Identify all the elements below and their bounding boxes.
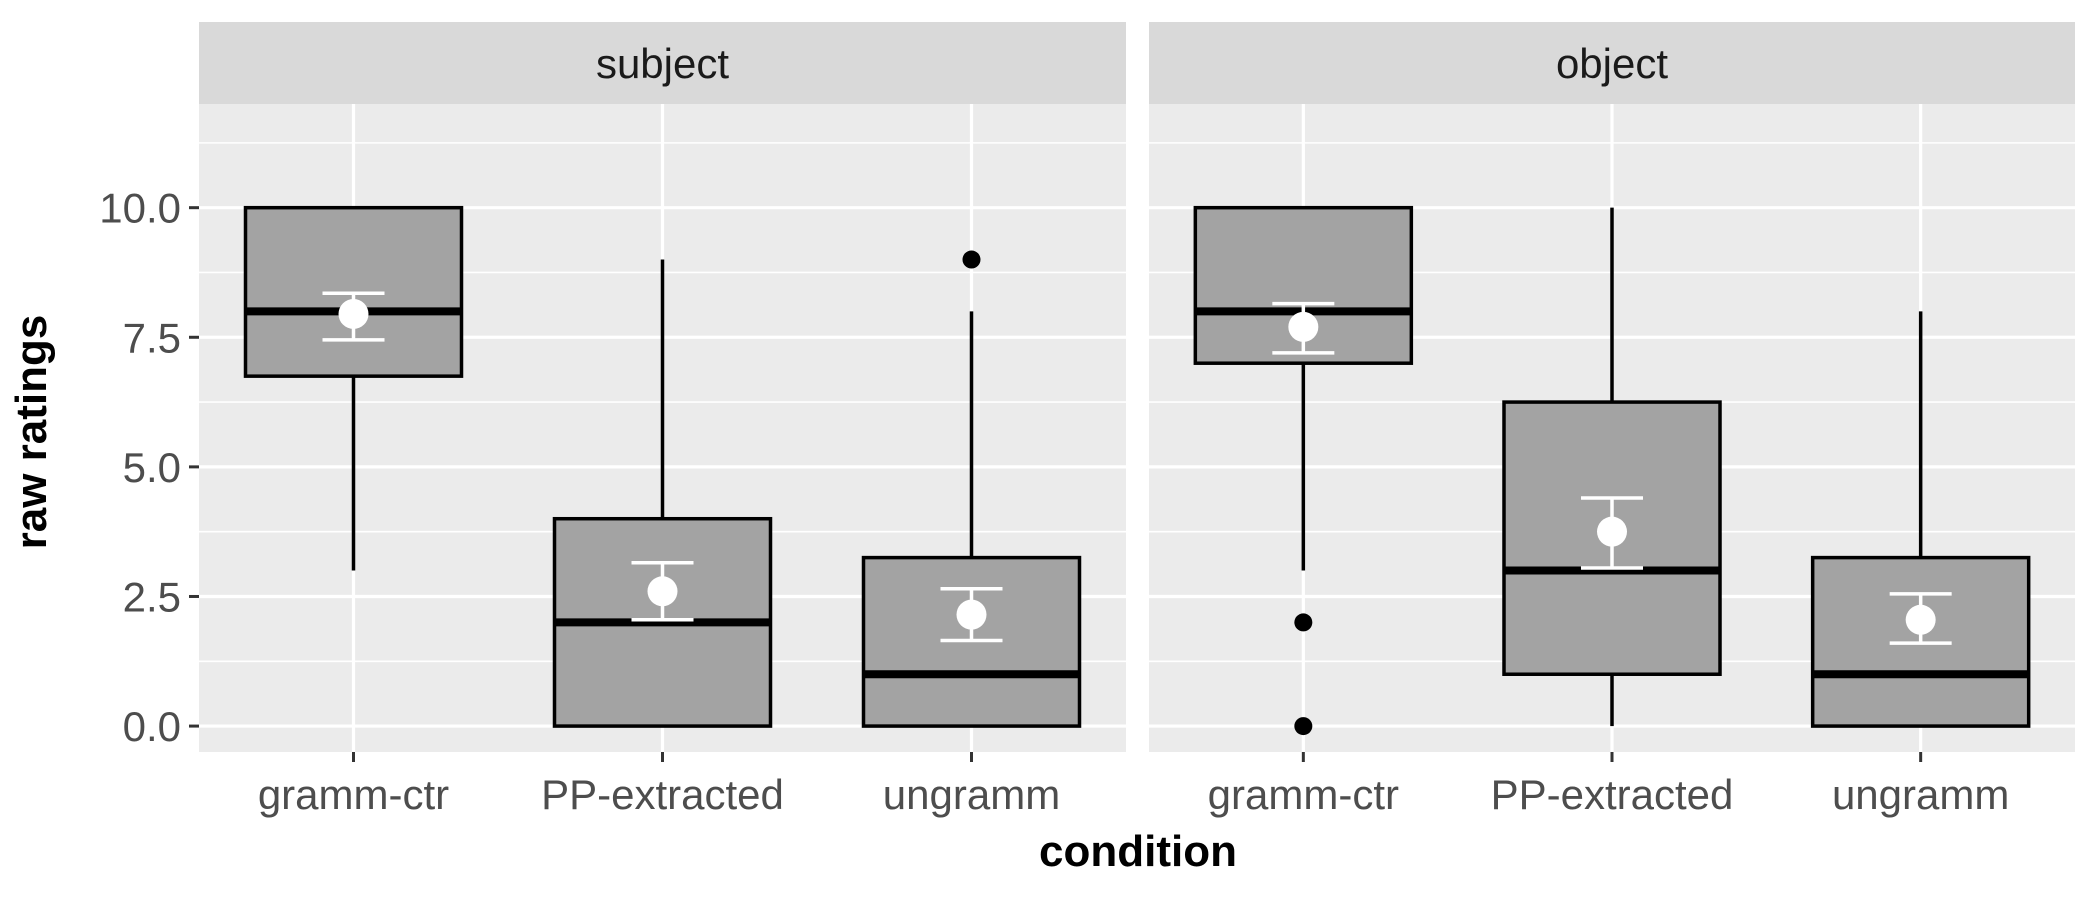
x-tick-label: PP-extracted [541, 771, 784, 818]
box-ungramm [861, 250, 1082, 728]
y-tick-label: 5.0 [123, 444, 181, 491]
y-tick-label: 2.5 [123, 573, 181, 620]
y-tick-label: 7.5 [123, 314, 181, 361]
facet-subject: subject gramm-ctr PP-extracted ungramm [199, 22, 1126, 818]
facet-strip [199, 22, 1126, 104]
box-PP-extracted [552, 259, 773, 728]
y-tick-label: 0.0 [123, 703, 181, 750]
facet-strip-label: object [1556, 40, 1668, 87]
outlier-point [962, 250, 981, 269]
mean-point [647, 576, 678, 607]
box-gramm-ctr [243, 205, 464, 571]
x-tick-label: PP-extracted [1491, 771, 1734, 818]
mean-point [956, 599, 987, 630]
x-tick-label: ungramm [883, 771, 1060, 818]
mean-point [1597, 516, 1627, 547]
x-tick-label: gramm-ctr [1208, 771, 1399, 818]
x-tick-label: ungramm [1832, 771, 2009, 818]
box-ungramm [1810, 311, 2031, 728]
y-axis: 0.0 2.5 5.0 7.5 10.0 [99, 185, 199, 750]
facet-object: object gramm-ctr PP-extracted ungramm [1149, 22, 2075, 818]
mean-point [1288, 311, 1319, 342]
box-PP-extracted [1502, 207, 1722, 727]
facet-strip-label: subject [596, 40, 729, 87]
box-gramm-ctr [1193, 205, 1414, 736]
y-axis-title: raw ratings [7, 315, 56, 550]
y-tick-label: 10.0 [99, 185, 181, 232]
mean-point [338, 298, 369, 329]
outlier-point [1294, 717, 1313, 736]
x-axis-title: condition [1039, 827, 1237, 876]
mean-point [1905, 604, 1936, 635]
x-tick-label: gramm-ctr [258, 771, 449, 818]
facet-strip [1149, 22, 2075, 104]
outlier-point [1294, 613, 1313, 632]
